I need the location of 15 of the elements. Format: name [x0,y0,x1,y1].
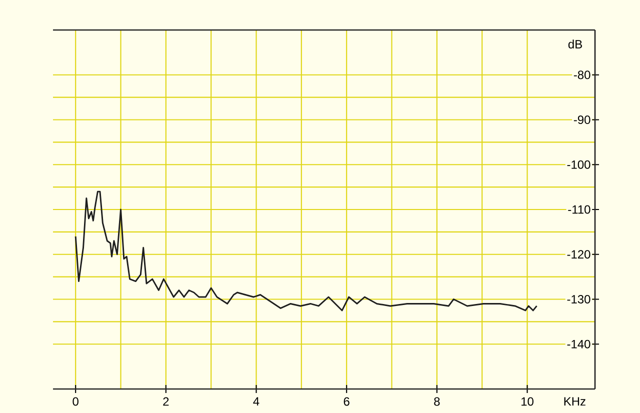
y-axis-title: dB [568,40,582,48]
y-tick-label: -140 [567,340,590,348]
y-tick-label: -80 [574,70,590,80]
y-tick-label: -120 [567,250,590,259]
x-tick-label: 8 [434,397,440,406]
y-tick-label: -90 [574,115,590,124]
x-tick-label: 6 [344,397,350,406]
x-tick-label: 0 [72,397,78,406]
x-tick-label: 2 [163,397,169,406]
y-tick-label: -100 [567,160,590,169]
y-tick-label: -110 [568,205,590,214]
y-tick-label: -130 [567,294,590,304]
x-tick-label: 10 [521,397,534,406]
x-axis-title: KHz [564,397,586,406]
x-tick-label: 4 [253,397,260,406]
